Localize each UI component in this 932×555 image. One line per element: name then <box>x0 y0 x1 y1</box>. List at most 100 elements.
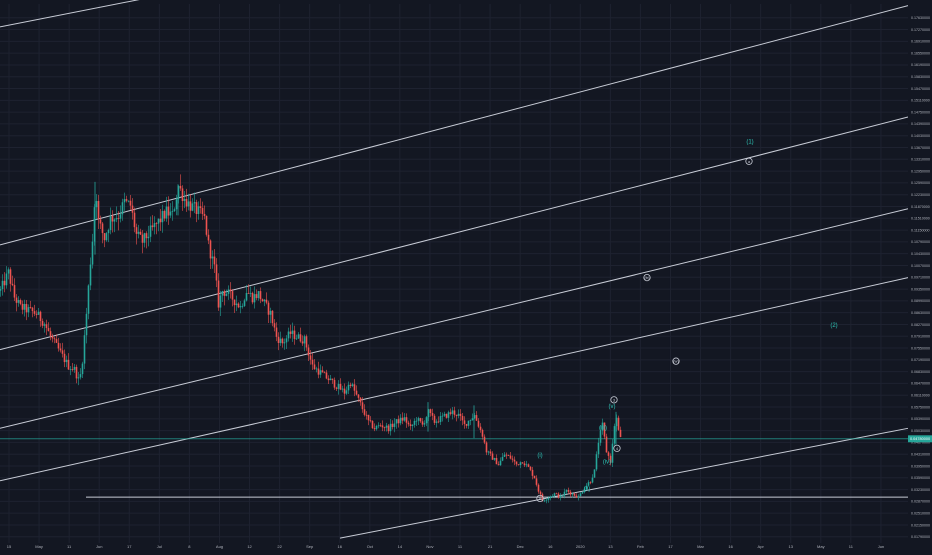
candle-body <box>49 331 52 337</box>
candle-body <box>545 499 548 501</box>
price-axis[interactable]: 0.01790000 0.02150000 0.02510000 0.02870000… <box>908 0 932 550</box>
channel-line[interactable] <box>0 208 909 429</box>
candle-body <box>75 366 78 379</box>
candle-body <box>285 338 288 343</box>
candle-body <box>119 214 122 219</box>
candle-body <box>567 490 570 492</box>
candle-body <box>227 289 230 294</box>
candle-body <box>331 378 334 380</box>
candle-body <box>1 280 4 290</box>
y-tick-label: 0.14750000 <box>911 110 930 114</box>
candle-body <box>563 491 566 496</box>
candle-body <box>167 206 170 216</box>
x-tick-label: 16 <box>728 544 733 549</box>
channel-line[interactable] <box>0 5 909 246</box>
candle-body <box>429 409 432 414</box>
x-tick-label: 22 <box>277 544 282 549</box>
time-axis[interactable]: 15 May 11 Jun 17 Jul 8 Aug 12 22 Sep 16 Oct 14 Nov 11 21… <box>7 544 884 549</box>
wave-label: a <box>748 159 751 164</box>
candle-body <box>343 388 346 394</box>
candle-body <box>139 231 142 235</box>
candle-body <box>189 201 192 211</box>
y-tick-label: 0.05030000 <box>911 429 930 433</box>
candle-body <box>37 311 40 315</box>
candle-body <box>39 311 42 321</box>
candle-body <box>569 491 572 495</box>
candle-body <box>411 424 414 427</box>
x-tick-label: 13 <box>789 544 794 549</box>
candle-body <box>357 394 360 398</box>
candle-body <box>89 264 92 286</box>
y-tick-label: 0.07190000 <box>911 358 930 362</box>
candle-body <box>171 210 174 212</box>
candle-body <box>483 436 486 443</box>
wave-label-ring <box>536 494 544 503</box>
y-tick-label: 0.14390000 <box>911 122 930 126</box>
candle-body <box>387 425 390 432</box>
candle-body <box>0 289 2 291</box>
candle-body <box>297 334 300 339</box>
candle-body <box>323 372 326 374</box>
y-tick-label: 0.14030000 <box>911 134 930 138</box>
candle-body <box>245 293 248 301</box>
candle-body <box>465 423 468 426</box>
candle-body <box>95 201 98 208</box>
candle-body <box>431 413 434 416</box>
candle-body <box>461 415 464 421</box>
channel-line[interactable] <box>0 277 909 482</box>
candle-body <box>549 496 552 498</box>
wave-label: (b) <box>645 275 651 280</box>
candle-body <box>207 234 210 241</box>
candle-body <box>495 458 498 465</box>
candle-body <box>451 410 454 414</box>
candle-body <box>173 209 176 211</box>
last-price-tag: 0.04780000 <box>908 435 932 443</box>
wave-label-ring <box>643 273 651 282</box>
candle-body <box>307 347 310 356</box>
y-tick-label: 0.03230000 <box>911 488 930 492</box>
candle-body <box>435 421 438 423</box>
candle-body <box>281 338 284 344</box>
candle-body <box>463 420 466 424</box>
x-tick-label: 15 <box>7 544 12 549</box>
candle-body <box>177 185 180 200</box>
candle-body <box>529 466 532 470</box>
candle-body <box>249 292 252 294</box>
wave-label-ring <box>672 357 680 365</box>
x-tick-label: 21 <box>488 544 493 549</box>
candle-body <box>187 201 190 207</box>
candle-body <box>79 374 82 378</box>
candle-body <box>217 280 220 308</box>
candle-body <box>161 211 164 223</box>
candle-body <box>573 493 576 496</box>
channel-line[interactable] <box>339 427 909 539</box>
channel-line[interactable] <box>0 116 909 351</box>
channel-lines[interactable] <box>0 0 909 539</box>
candle-body <box>561 495 564 497</box>
candle-body <box>329 378 332 381</box>
candle-body <box>555 493 558 495</box>
candle-body <box>367 414 370 421</box>
candle-body <box>11 283 14 286</box>
channel-line[interactable] <box>0 0 150 28</box>
candle-body <box>275 327 278 337</box>
candle-body <box>219 295 222 308</box>
x-tick-label: May <box>817 544 825 549</box>
candle-body <box>137 231 140 234</box>
candle-body <box>509 455 512 459</box>
candle-body <box>107 230 110 234</box>
candle-body <box>109 215 112 231</box>
candle-body <box>29 307 32 308</box>
candle-body <box>293 330 296 339</box>
y-tick-label: 0.10430000 <box>911 252 930 256</box>
x-tick-label: 11 <box>849 544 854 549</box>
x-tick-label: 13 <box>608 544 613 549</box>
candle-body <box>543 500 546 502</box>
candle-body <box>579 493 582 497</box>
x-tick-label: Nov <box>426 544 433 549</box>
candle-body <box>423 423 426 425</box>
candle-body <box>607 452 610 456</box>
candle-body <box>223 291 226 296</box>
